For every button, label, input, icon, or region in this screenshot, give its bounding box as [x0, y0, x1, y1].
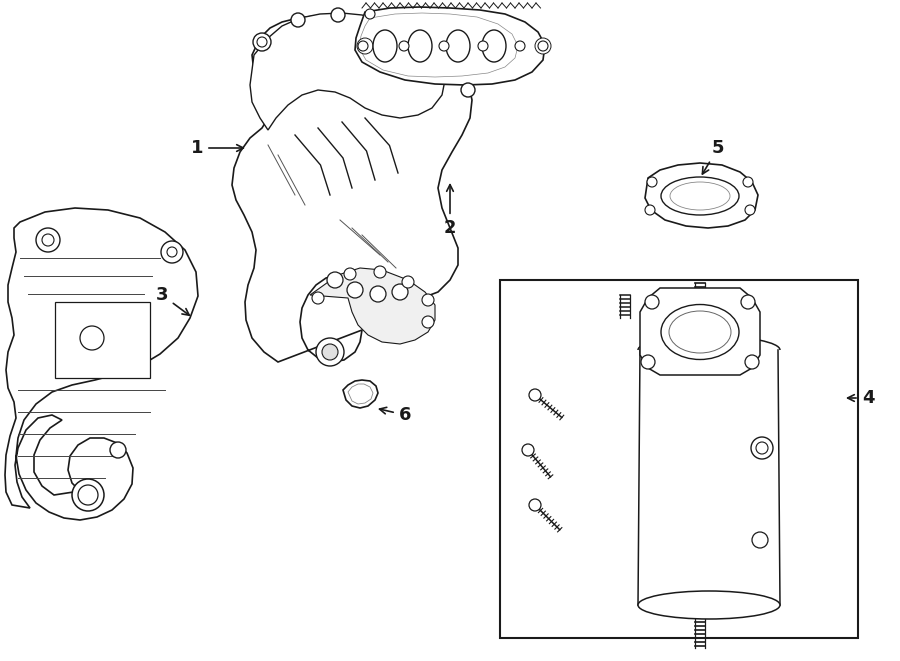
Polygon shape: [640, 288, 760, 375]
Polygon shape: [343, 380, 378, 408]
Bar: [500, 280, 858, 638]
Circle shape: [645, 295, 659, 309]
Circle shape: [522, 444, 534, 456]
Circle shape: [745, 355, 759, 369]
Circle shape: [312, 292, 324, 304]
Polygon shape: [355, 7, 545, 85]
Circle shape: [402, 276, 414, 288]
Circle shape: [478, 41, 488, 51]
Circle shape: [422, 294, 434, 306]
Circle shape: [392, 284, 408, 300]
Circle shape: [741, 295, 755, 309]
Circle shape: [515, 41, 525, 51]
Circle shape: [529, 389, 541, 401]
Polygon shape: [232, 15, 472, 362]
Circle shape: [253, 33, 271, 51]
Circle shape: [538, 41, 548, 51]
Circle shape: [365, 9, 375, 19]
Text: 6: 6: [380, 406, 411, 424]
Polygon shape: [348, 384, 373, 404]
Circle shape: [399, 41, 409, 51]
Circle shape: [370, 286, 386, 302]
Ellipse shape: [482, 30, 506, 62]
Circle shape: [161, 241, 183, 263]
Ellipse shape: [669, 311, 731, 353]
Circle shape: [327, 272, 343, 288]
Circle shape: [535, 38, 551, 54]
Circle shape: [42, 234, 54, 246]
Circle shape: [316, 338, 344, 366]
Circle shape: [78, 485, 98, 505]
Circle shape: [167, 247, 177, 257]
Ellipse shape: [661, 177, 739, 215]
Circle shape: [745, 205, 755, 215]
Circle shape: [756, 442, 768, 454]
Circle shape: [344, 268, 356, 280]
Circle shape: [347, 282, 363, 298]
Ellipse shape: [661, 305, 739, 360]
Circle shape: [36, 228, 60, 252]
Circle shape: [72, 479, 104, 511]
Circle shape: [291, 13, 305, 27]
Circle shape: [439, 41, 449, 51]
Circle shape: [529, 499, 541, 511]
Text: 3: 3: [156, 286, 189, 315]
Polygon shape: [55, 302, 150, 378]
Text: 4: 4: [848, 389, 874, 407]
Polygon shape: [645, 163, 758, 228]
Text: 1: 1: [191, 139, 243, 157]
Text: 5: 5: [702, 139, 724, 174]
Circle shape: [322, 344, 338, 360]
Circle shape: [110, 442, 126, 458]
Circle shape: [358, 41, 368, 51]
Circle shape: [641, 355, 655, 369]
Polygon shape: [310, 268, 435, 344]
Circle shape: [461, 83, 475, 97]
Circle shape: [331, 8, 345, 22]
Polygon shape: [5, 208, 198, 520]
Ellipse shape: [638, 591, 780, 619]
Circle shape: [645, 205, 655, 215]
Circle shape: [357, 38, 373, 54]
Ellipse shape: [670, 182, 730, 210]
Circle shape: [743, 177, 753, 187]
Circle shape: [752, 532, 768, 548]
Circle shape: [374, 266, 386, 278]
Circle shape: [422, 316, 434, 328]
Polygon shape: [359, 13, 518, 77]
Ellipse shape: [446, 30, 470, 62]
Text: 2: 2: [444, 184, 456, 237]
Polygon shape: [250, 13, 445, 130]
Ellipse shape: [408, 30, 432, 62]
Circle shape: [80, 326, 104, 350]
Circle shape: [647, 177, 657, 187]
Circle shape: [751, 437, 773, 459]
Circle shape: [257, 37, 267, 47]
Ellipse shape: [373, 30, 397, 62]
